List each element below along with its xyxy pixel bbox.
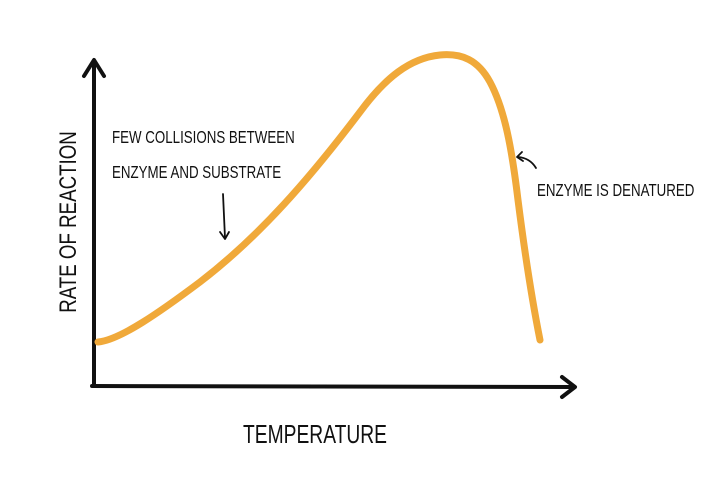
x-axis-label: TEMPERATURE <box>243 419 387 449</box>
annotation-collisions-line2: ENZYME AND SUBSTRATE <box>112 163 281 182</box>
annotation-denatured: ENZYME IS DENATURED <box>516 151 694 201</box>
curved-arrow-icon <box>516 151 537 169</box>
y-axis-arrowhead-icon <box>82 58 106 78</box>
y-axis-label: RATE OF REACTION <box>55 131 82 313</box>
x-axis-arrowhead-icon <box>560 375 577 399</box>
annotation-collisions-line1: FEW COLLISIONS BETWEEN <box>112 128 295 147</box>
down-arrow-icon <box>219 193 230 240</box>
annotation-collisions: FEW COLLISIONS BETWEEN ENZYME AND SUBSTR… <box>112 128 295 240</box>
y-axis <box>82 58 106 387</box>
enzyme-activity-curve <box>94 51 544 346</box>
x-axis <box>90 375 577 399</box>
annotation-denatured-text: ENZYME IS DENATURED <box>537 181 694 200</box>
